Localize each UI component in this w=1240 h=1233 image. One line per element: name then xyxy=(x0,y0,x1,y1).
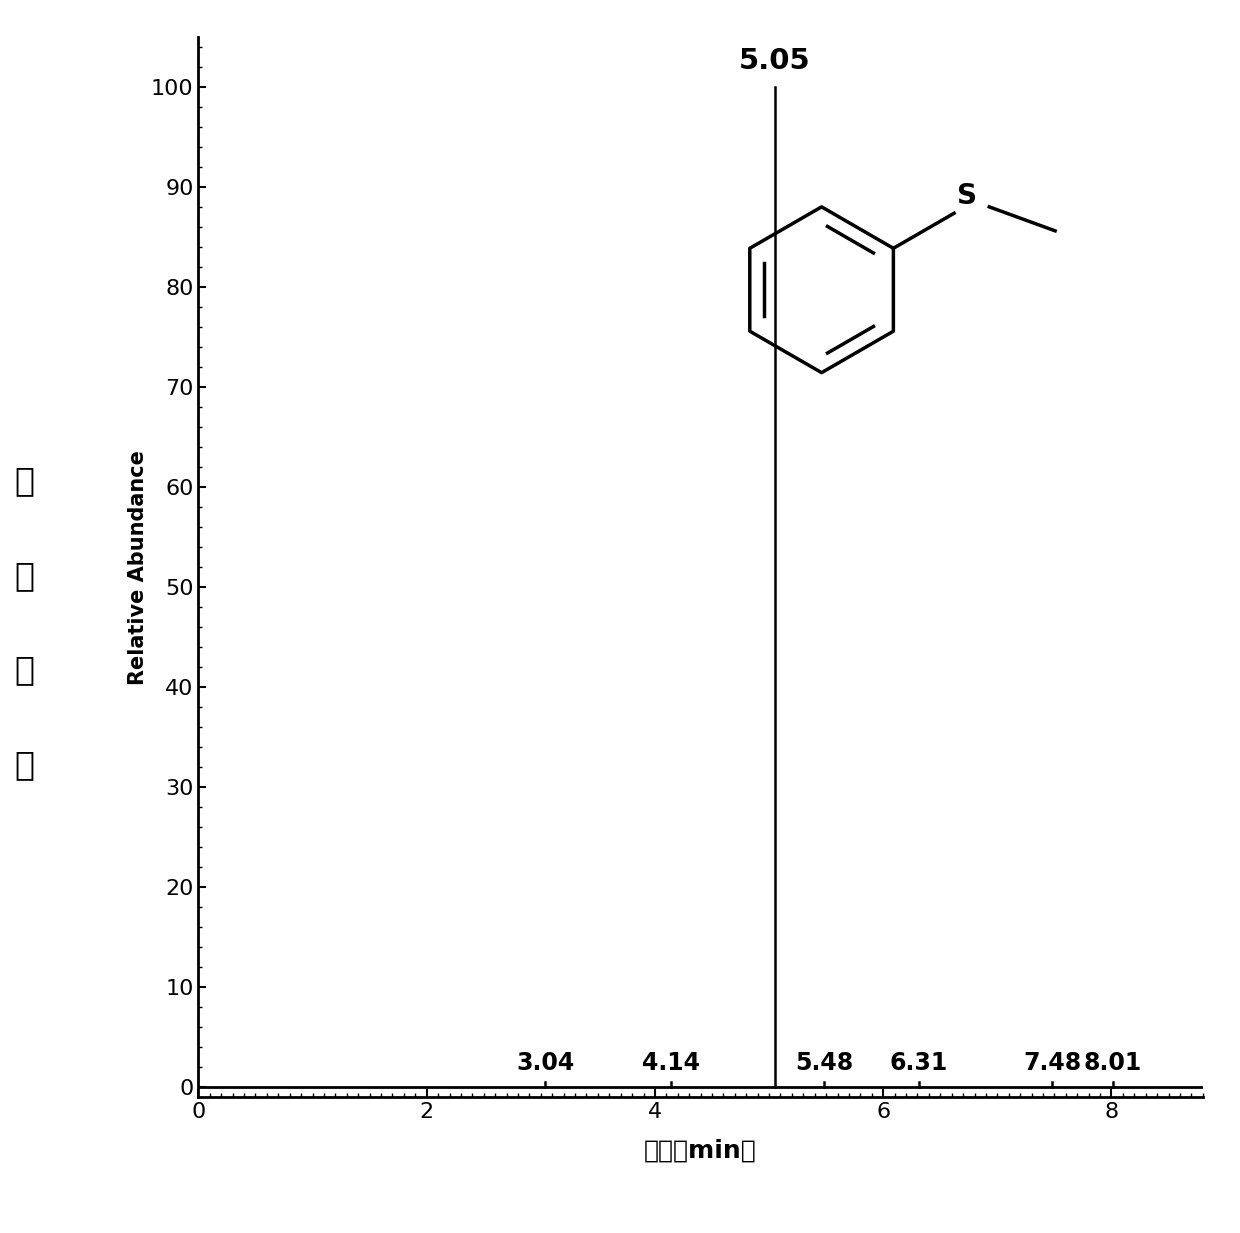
Text: 5.48: 5.48 xyxy=(795,1052,853,1075)
Text: 8.01: 8.01 xyxy=(1084,1052,1142,1075)
Text: 6.31: 6.31 xyxy=(889,1052,947,1075)
Text: 对: 对 xyxy=(15,559,35,592)
Text: 丰: 丰 xyxy=(15,653,35,687)
Text: 3.04: 3.04 xyxy=(516,1052,574,1075)
Text: S: S xyxy=(957,182,977,210)
Y-axis label: Relative Abundance: Relative Abundance xyxy=(128,450,148,684)
Text: 度: 度 xyxy=(15,748,35,782)
X-axis label: 时间（min）: 时间（min） xyxy=(645,1139,756,1163)
Text: 7.48: 7.48 xyxy=(1023,1052,1081,1075)
Text: 4.14: 4.14 xyxy=(642,1052,699,1075)
Text: 5.05: 5.05 xyxy=(739,47,811,75)
Text: 相: 相 xyxy=(15,464,35,497)
